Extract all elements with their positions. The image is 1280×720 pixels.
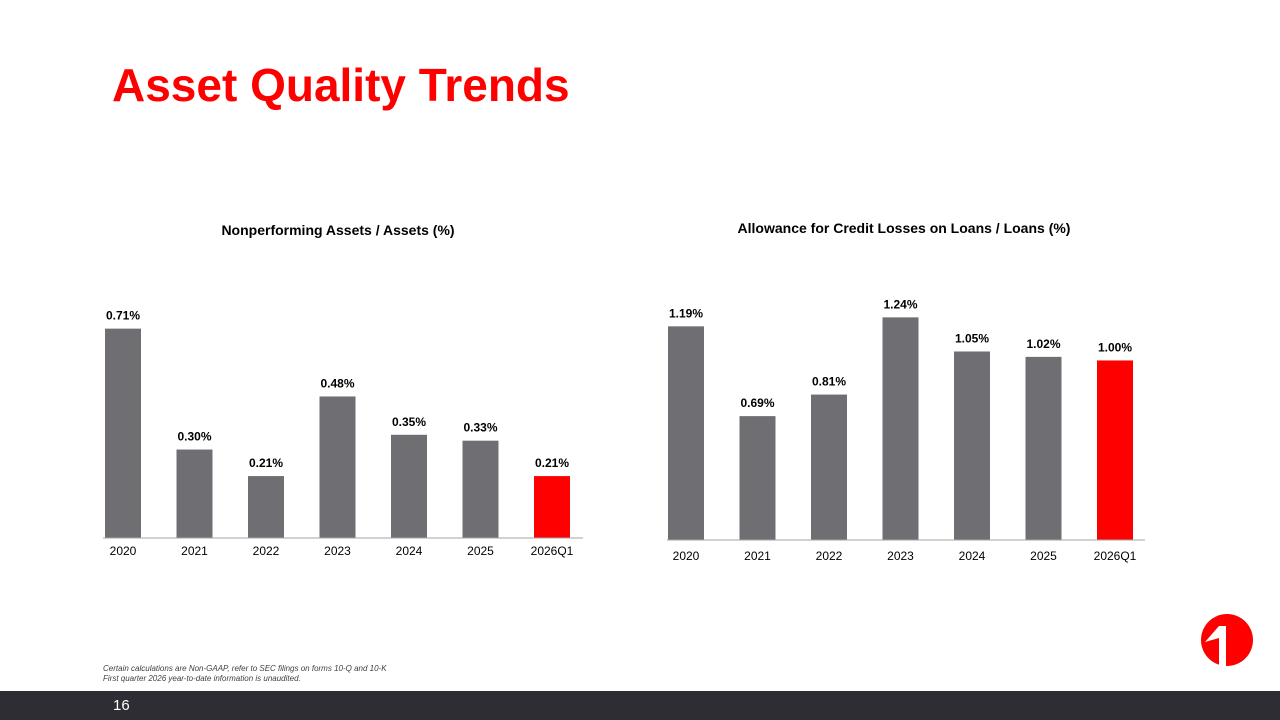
slide-title: Asset Quality Trends <box>112 59 570 111</box>
page-number: 16 <box>113 697 130 714</box>
bar-2024 <box>391 434 427 538</box>
bar-2024 <box>954 351 990 540</box>
credit-loss-allowance-chart-svg: Allowance for Credit Losses on Loans / L… <box>667 220 1145 563</box>
bar-2022 <box>811 394 847 540</box>
footnote-non-gaap: Certain calculations are Non-GAAP, refer… <box>103 664 387 673</box>
tick-label-2020: 2020 <box>673 549 700 563</box>
tick-label-2023: 2023 <box>887 549 914 563</box>
tick-label-2022: 2022 <box>253 544 280 558</box>
tick-label-2022: 2022 <box>816 549 843 563</box>
data-label-2022: 0.81% <box>812 375 846 389</box>
nonperforming-assets-chart-svg: Nonperforming Assets / Assets (%) 0.71% 0… <box>103 222 583 558</box>
data-label-2021: 0.69% <box>740 396 774 410</box>
bar-2021 <box>739 416 776 540</box>
bar-2025 <box>1025 356 1062 540</box>
tick-label-2024: 2024 <box>959 549 986 563</box>
tick-label-2025: 2025 <box>1030 549 1057 563</box>
bar-2026q1 <box>534 476 570 538</box>
tick-label-2026q1: 2026Q1 <box>1094 549 1137 563</box>
bar-2026q1 <box>1097 360 1133 540</box>
data-label-2020: 1.19% <box>669 306 703 320</box>
data-label-2024: 1.05% <box>955 331 989 345</box>
data-label-2022: 0.21% <box>249 456 283 470</box>
footnotes: Certain calculations are Non-GAAP, refer… <box>103 664 387 684</box>
first-bank-logo-icon <box>1199 612 1255 673</box>
bar-2025 <box>462 440 499 538</box>
nonperforming-assets-chart: Nonperforming Assets / Assets (%) 0.71% 0… <box>90 215 590 575</box>
tick-label-2025: 2025 <box>467 544 494 558</box>
tick-label-2021: 2021 <box>181 544 208 558</box>
bar-2020 <box>105 328 141 538</box>
bar-2023 <box>882 317 919 540</box>
bar-2023 <box>319 396 356 538</box>
tick-label-2024: 2024 <box>396 544 423 558</box>
credit-loss-allowance-chart: Allowance for Credit Losses on Loans / L… <box>655 215 1155 575</box>
data-label-2025: 1.02% <box>1026 337 1060 351</box>
footnote-unaudited: First quarter 2026 year-to-date informat… <box>103 674 301 683</box>
bar-2021 <box>176 449 213 538</box>
data-label-2026q1: 0.21% <box>535 456 569 470</box>
tick-label-2023: 2023 <box>324 544 351 558</box>
data-label-2023: 1.24% <box>883 297 917 311</box>
chart-title: Nonperforming Assets / Assets (%) <box>221 222 454 238</box>
bar-2022 <box>248 476 284 538</box>
data-label-2024: 0.35% <box>392 415 426 429</box>
data-label-2021: 0.30% <box>177 430 211 444</box>
tick-label-2021: 2021 <box>744 549 771 563</box>
data-label-2020: 0.71% <box>106 309 140 323</box>
bar-2020 <box>668 326 704 540</box>
chart-title: Allowance for Credit Losses on Loans / L… <box>738 220 1071 236</box>
data-label-2023: 0.48% <box>320 376 354 390</box>
tick-label-2020: 2020 <box>110 544 137 558</box>
data-label-2025: 0.33% <box>463 421 497 435</box>
tick-label-2026q1: 2026Q1 <box>531 544 574 558</box>
footer-bar: 16 <box>0 691 1280 720</box>
data-label-2026q1: 1.00% <box>1098 340 1132 354</box>
